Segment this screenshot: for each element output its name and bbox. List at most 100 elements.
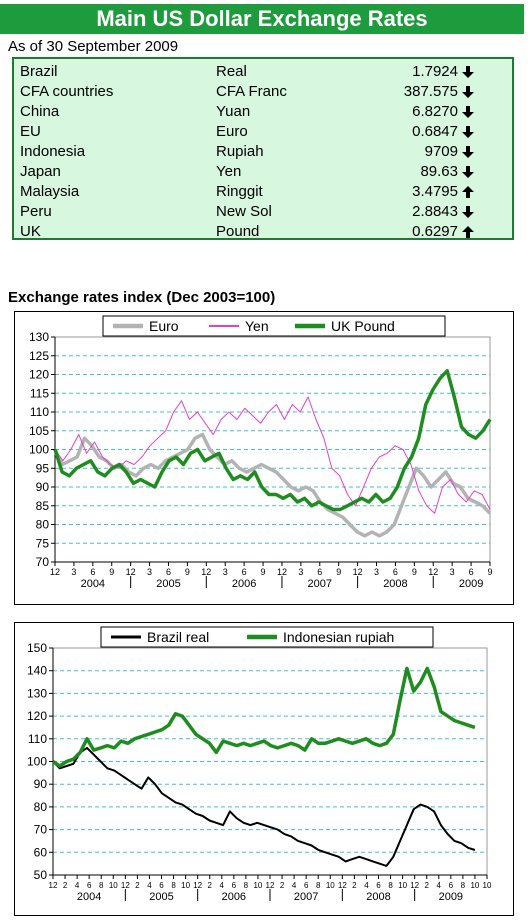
year-label: 2008: [366, 891, 390, 903]
rate-value: 0.6297: [412, 223, 458, 240]
y-tick-label: 75: [36, 536, 50, 550]
x-tick-label: 4: [75, 881, 80, 890]
x-tick-label: 9: [412, 567, 417, 577]
x-tick-label: 10: [470, 881, 479, 890]
x-tick-label: 6: [376, 881, 381, 890]
year-label: 2006: [232, 578, 256, 590]
rate-currency: CFA Franc: [216, 83, 287, 100]
x-tick-label: 2: [352, 881, 357, 890]
y-tick-label: 115: [30, 386, 49, 400]
arrow-down-icon: [462, 86, 474, 98]
x-tick-label: 10: [483, 881, 492, 890]
y-tick-label: 100: [29, 443, 49, 457]
rate-country: China: [20, 103, 60, 120]
arrow-down-icon: [462, 206, 474, 218]
y-tick-label: 105: [29, 424, 49, 438]
rate-currency: Real: [216, 63, 247, 80]
x-tick-label: 6: [304, 881, 309, 890]
x-tick-label: 9: [185, 567, 190, 577]
rate-country: Peru: [20, 203, 52, 220]
year-label: 2009: [459, 578, 483, 590]
rate-value: 3.4795: [412, 183, 458, 200]
x-tick-label: 12: [201, 567, 211, 577]
series-line-1: [54, 396, 491, 514]
rate-currency: Ringgit: [216, 183, 263, 200]
arrow-down-icon: [462, 106, 474, 118]
year-label: 2004: [77, 891, 101, 903]
x-tick-label: 12: [338, 881, 347, 890]
year-label: 2006: [222, 891, 246, 903]
legend-label: UK Pound: [331, 318, 395, 334]
rate-row: Brazil Real 1.7924: [14, 62, 512, 82]
x-tick-label: 8: [316, 881, 321, 890]
rate-currency: New Sol: [216, 203, 272, 220]
x-tick-label: 6: [242, 567, 247, 577]
rate-value: 6.8270: [412, 103, 458, 120]
y-tick-label: 130: [27, 686, 47, 700]
x-tick-label: 12: [428, 567, 438, 577]
x-tick-label: 2: [280, 881, 285, 890]
x-tick-label: 12: [49, 881, 58, 890]
chart-panel-1: 70 75 80 85 90 95 100 105 110 115 120 125 130 12 3 6 9 12…: [14, 311, 514, 605]
x-tick-label: 12: [277, 567, 287, 577]
y-tick-label: 70: [36, 555, 50, 569]
year-label: 2009: [439, 891, 463, 903]
x-tick-label: 10: [109, 881, 118, 890]
y-tick-label: 110: [30, 405, 49, 419]
x-tick-label: 4: [147, 881, 152, 890]
rate-value: 1.7924: [412, 63, 458, 80]
year-label: 2004: [81, 578, 105, 590]
y-tick-label: 80: [34, 800, 48, 814]
y-tick-label: 120: [27, 709, 47, 723]
rate-row: Indonesia Rupiah 9709: [14, 142, 512, 162]
x-tick-label: 10: [253, 881, 262, 890]
x-tick-label: 4: [437, 881, 442, 890]
x-tick-label: 2: [424, 881, 429, 890]
x-tick-label: 10: [326, 881, 335, 890]
legend-label: Yen: [245, 318, 269, 334]
rate-currency: Pound: [216, 223, 260, 240]
y-tick-label: 125: [29, 349, 49, 363]
y-tick-label: 150: [27, 641, 47, 655]
y-tick-label: 110: [28, 732, 47, 746]
y-tick-label: 100: [27, 755, 47, 769]
rate-row: UK Pound 0.6297: [14, 222, 512, 242]
legend-label: Brazil real: [147, 629, 209, 645]
x-tick-label: 10: [181, 881, 190, 890]
x-tick-label: 4: [292, 881, 297, 890]
arrow-down-icon: [462, 126, 474, 138]
legend-label: Indonesian rupiah: [283, 629, 394, 645]
y-tick-label: 130: [29, 330, 49, 344]
rate-country: UK: [20, 223, 41, 240]
year-label: 2005: [156, 578, 180, 590]
year-label: 2007: [294, 891, 318, 903]
as-of-date: As of 30 September 2009: [8, 38, 179, 55]
x-tick-label: 9: [109, 567, 114, 577]
y-tick-label: 90: [34, 777, 48, 791]
y-tick-label: 140: [27, 664, 47, 678]
rate-row: CFA countries CFA Franc 387.575: [14, 82, 512, 102]
rate-value: 9709: [424, 143, 458, 160]
chart-1: 70 75 80 85 90 95 100 105 110 115 120 125 130 12 3 6 9 12…: [29, 315, 493, 590]
x-tick-label: 12: [410, 881, 419, 890]
rate-country: EU: [20, 123, 41, 140]
x-tick-label: 6: [166, 567, 171, 577]
arrow-down-icon: [462, 146, 474, 158]
x-tick-label: 12: [121, 881, 130, 890]
x-tick-label: 9: [261, 567, 266, 577]
x-tick-label: 3: [450, 567, 455, 577]
rate-row: Japan Yen 89.63: [14, 162, 512, 182]
legend-label: Euro: [149, 318, 179, 334]
x-tick-label: 6: [232, 881, 237, 890]
rate-row: Peru New Sol 2.8843: [14, 202, 512, 222]
rate-value: 0.6847: [412, 123, 458, 140]
x-tick-label: 12: [193, 881, 202, 890]
year-label: 2005: [149, 891, 173, 903]
rate-row: EU Euro 0.6847: [14, 122, 512, 142]
rate-currency: Yen: [216, 163, 242, 180]
rate-value: 387.575: [403, 83, 458, 100]
rate-currency: Euro: [216, 123, 248, 140]
rate-value: 89.63: [420, 163, 458, 180]
y-tick-label: 85: [36, 499, 50, 513]
